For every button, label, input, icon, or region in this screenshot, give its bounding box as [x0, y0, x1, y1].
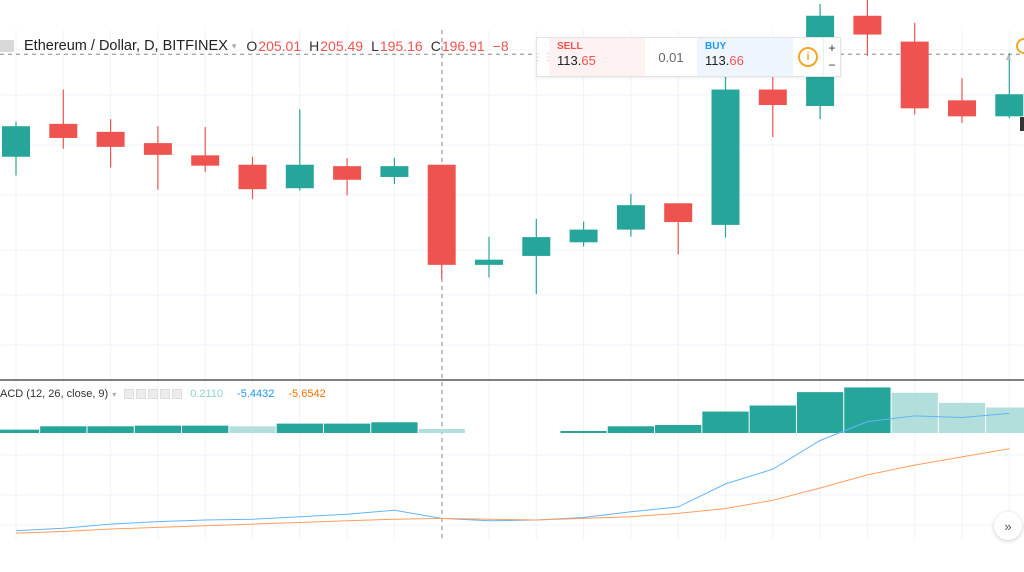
candle-body [49, 123, 78, 138]
histogram-bar [134, 425, 182, 433]
histogram-bar [0, 429, 40, 433]
candle-body [569, 229, 598, 243]
candle-body [191, 155, 220, 166]
symbol-icon [0, 40, 14, 52]
chevron-down-icon[interactable]: ▾ [112, 389, 117, 399]
candle-body [2, 126, 30, 157]
candle-body [522, 237, 551, 256]
candle-body [96, 131, 125, 147]
buy-price: 113.66 [705, 53, 744, 68]
candle-body [238, 164, 267, 190]
histogram-bar [229, 426, 276, 433]
histogram-bar [371, 422, 418, 433]
close-value: 196.91 [441, 38, 485, 54]
buy-button[interactable]: BUY 113.66 [697, 38, 793, 76]
minus-button[interactable]: − [828, 58, 836, 72]
candle-body [333, 166, 362, 180]
candle-body [900, 41, 929, 109]
histogram-bar [702, 411, 749, 433]
candle-body [758, 89, 787, 106]
macd-histogram [0, 387, 1024, 433]
candle-body [995, 94, 1024, 117]
plus-button[interactable]: + [828, 41, 836, 55]
trade-panel: ⋮⋮ SELL 113.65 0.01 BUY 113.66 i + − [533, 37, 841, 77]
macd-line [15, 412, 1010, 532]
sell-label: SELL [557, 41, 583, 52]
grid-lines [0, 30, 1024, 540]
signal-line [15, 448, 1010, 534]
close-icon[interactable] [172, 389, 183, 399]
low-value: 195.16 [379, 38, 423, 54]
histogram-bar [749, 405, 796, 433]
macd-value: -5.4432 [237, 388, 275, 400]
histogram-bar [891, 392, 938, 433]
high-label: H [309, 38, 320, 54]
open-value: 205.01 [258, 38, 302, 54]
candle-body [664, 203, 693, 223]
open-label: O [246, 38, 258, 54]
histogram-bar [40, 426, 87, 433]
buy-label: BUY [705, 41, 727, 52]
chevron-down-icon[interactable]: ▾ [231, 40, 237, 51]
symbol-title[interactable]: Ethereum / Dollar, D, BITFINEX [24, 38, 228, 54]
quantity-field[interactable]: 0.01 [658, 49, 684, 65]
candle-body [711, 89, 740, 225]
alert-icon[interactable] [1016, 38, 1024, 54]
histogram-bar [323, 423, 371, 433]
signal-value: -5.6542 [288, 388, 326, 400]
histogram-bar [986, 407, 1024, 433]
histogram-bar [418, 428, 465, 433]
candle-body [285, 164, 314, 189]
histogram-bar [560, 430, 607, 433]
candle-body [948, 100, 976, 117]
add-icon[interactable] [160, 389, 171, 399]
low-label: L [371, 38, 379, 54]
drag-handle-icon[interactable]: ⋮⋮ [533, 51, 553, 63]
histogram-bar [607, 426, 655, 433]
quantity-stepper: + − [823, 38, 840, 76]
scroll-right-button[interactable]: » [994, 512, 1022, 540]
price-marker [1020, 117, 1024, 131]
histogram-bar [796, 392, 844, 433]
macd-legend: ACD (12, 26, close, 9) ▾ 0.2110 -5.4432 … [0, 386, 326, 402]
histogram-bar [182, 425, 229, 433]
histogram-value: 0.2110 [190, 388, 224, 400]
macd-title[interactable]: ACD (12, 26, close, 9) [0, 388, 109, 400]
candle-body [427, 164, 456, 265]
change-value: −8 [492, 38, 509, 54]
histogram-bar [655, 424, 702, 433]
candle-body [143, 143, 172, 155]
info-icon: i [798, 47, 818, 67]
eye-icon[interactable] [124, 389, 135, 399]
close-label: C [430, 38, 441, 54]
gear-icon[interactable] [136, 389, 147, 399]
braces-icon[interactable] [148, 389, 159, 399]
histogram-bar [87, 426, 134, 433]
candle-body [853, 15, 882, 35]
symbol-legend: Ethereum / Dollar, D, BITFINEX ▾ O 205.01… [0, 36, 517, 56]
high-value: 205.49 [320, 38, 364, 54]
candle-body [380, 166, 409, 177]
histogram-bar [276, 423, 323, 433]
candle-body [475, 259, 503, 265]
sell-price: 113.65 [557, 53, 596, 68]
sell-button[interactable]: SELL 113.65 [549, 38, 645, 76]
candlestick-series [2, 0, 1024, 294]
info-button[interactable]: i [793, 38, 823, 76]
candle-body [616, 205, 645, 230]
arrow-up-icon[interactable]: ▲ [1004, 52, 1013, 62]
histogram-bar [844, 387, 891, 433]
